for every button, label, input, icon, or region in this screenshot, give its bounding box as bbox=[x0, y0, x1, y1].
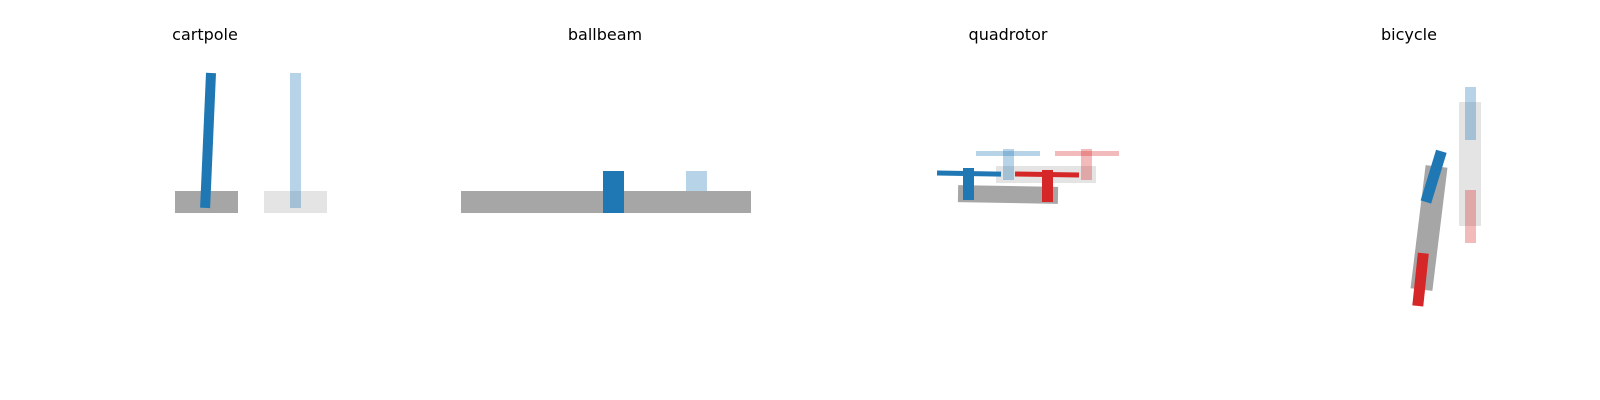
quadrotor-panel: quadrotor bbox=[936, 25, 1119, 204]
ballbeam-title: ballbeam bbox=[568, 25, 642, 44]
quadrotor-arm-right bbox=[1042, 170, 1053, 202]
quadrotor-body bbox=[957, 185, 1059, 204]
ballbeam-ball bbox=[603, 171, 624, 213]
quadrotor-title: quadrotor bbox=[969, 25, 1048, 44]
ballbeam-panel: ballbeam bbox=[461, 25, 751, 213]
bicycle-panel: bicycle bbox=[1381, 25, 1481, 307]
cartpole-pole bbox=[200, 72, 216, 209]
quadrotor-arm-left bbox=[963, 168, 974, 200]
bicycle-title: bicycle bbox=[1381, 25, 1437, 44]
cartpole-pole-ghost bbox=[290, 73, 301, 208]
cartpole-title: cartpole bbox=[172, 25, 238, 44]
bicycle-frame-ghost bbox=[1459, 102, 1481, 226]
quadrotor-arm-left-ghost bbox=[1003, 149, 1014, 180]
quadrotor-rotor-right-ghost bbox=[1055, 151, 1119, 156]
bicycle-rear-wheel-ghost bbox=[1465, 190, 1476, 243]
ballbeam-ball-ghost bbox=[686, 171, 707, 191]
cartpole-panel: cartpole bbox=[172, 25, 327, 213]
quadrotor-rotor-left-ghost bbox=[976, 151, 1040, 156]
bicycle-front-wheel-ghost bbox=[1465, 87, 1476, 140]
quadrotor-arm-right-ghost bbox=[1081, 149, 1092, 180]
bicycle-rear-wheel bbox=[1412, 252, 1429, 307]
bicycle-front-wheel bbox=[1420, 149, 1447, 204]
cartpole-cart-ghost bbox=[264, 191, 327, 213]
